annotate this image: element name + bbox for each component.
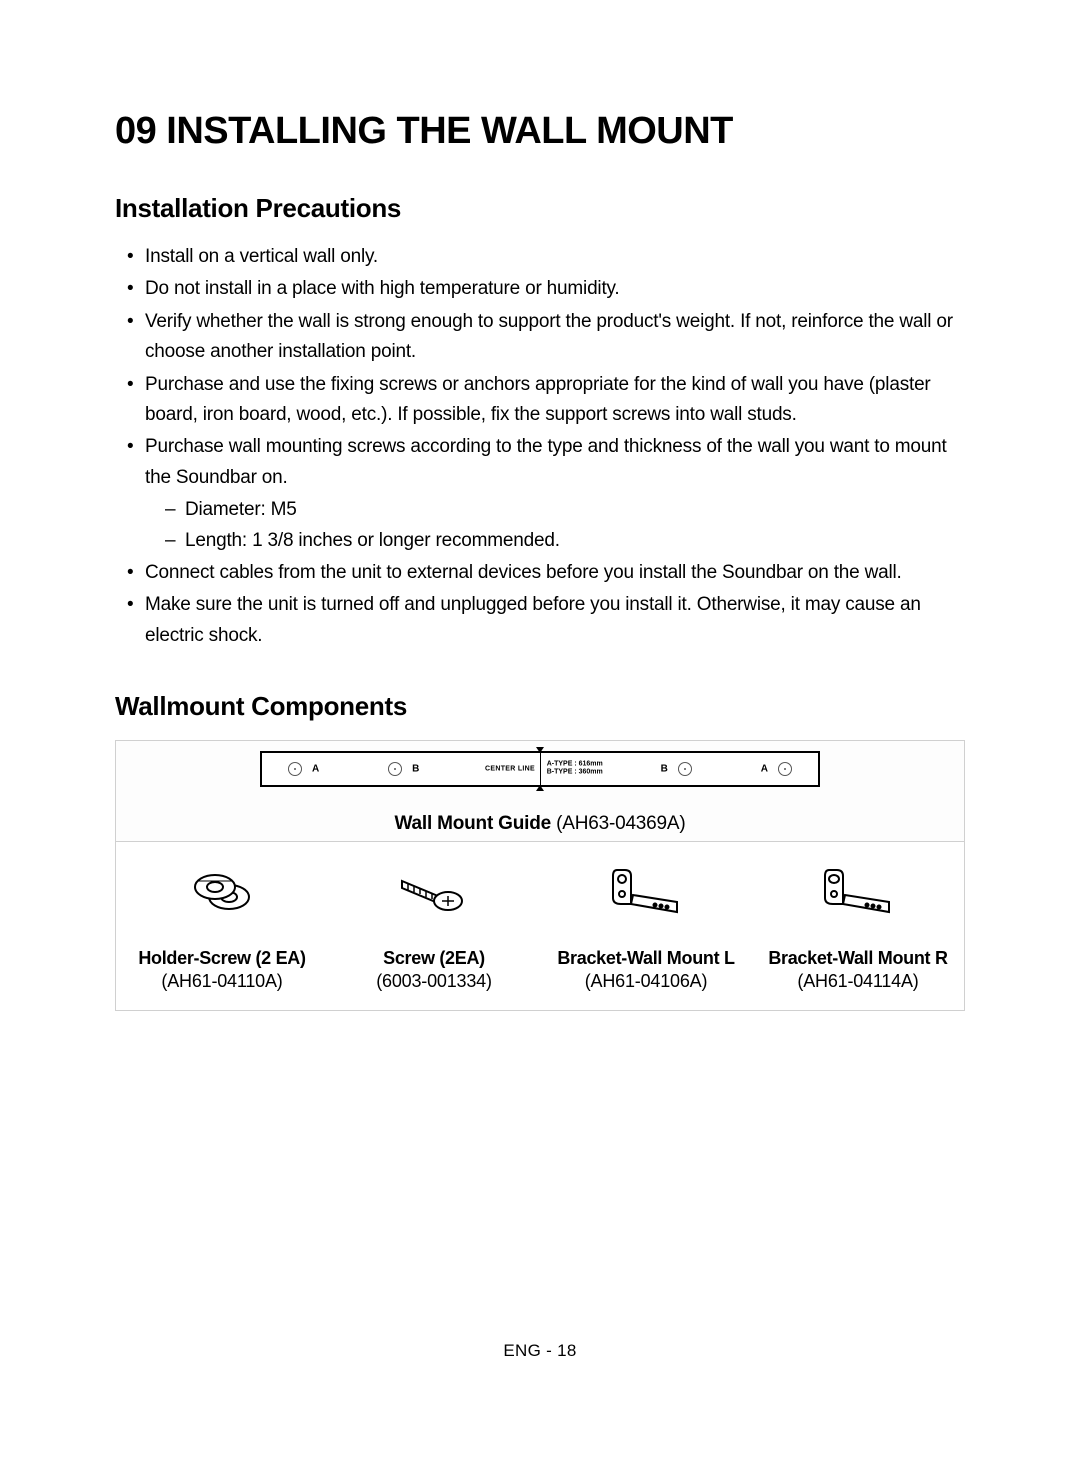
guide-mark-b-right: B xyxy=(661,764,668,775)
component-name: Screw (2EA) xyxy=(383,948,485,969)
precaution-item: Install on a vertical wall only. xyxy=(115,242,965,272)
precaution-subitem: Length: 1 3/8 inches or longer recommend… xyxy=(145,526,965,556)
component-name: Bracket-Wall Mount R xyxy=(768,948,947,969)
wall-mount-guide-box: A B CENTER LINE A-TYPE : 616mm B-TYPE : … xyxy=(115,740,965,842)
bracket-right-icon xyxy=(811,858,906,926)
component-part: (6003-001334) xyxy=(376,971,492,992)
component-screw: Screw (2EA) (6003-001334) xyxy=(328,842,540,1010)
component-part: (AH61-04106A) xyxy=(585,971,707,992)
component-part: (AH61-04114A) xyxy=(797,971,918,992)
component-bracket-r: Bracket-Wall Mount R (AH61-04114A) xyxy=(752,842,964,1010)
guide-type-text: A-TYPE : 616mm B-TYPE : 360mm xyxy=(547,761,603,778)
components-row: Holder-Screw (2 EA) (AH61-04110A) Screw … xyxy=(115,842,965,1011)
guide-caption: Wall Mount Guide (AH63-04369A) xyxy=(116,813,964,835)
precautions-list: Install on a vertical wall only. Do not … xyxy=(115,242,965,651)
guide-center-label: CENTER LINE xyxy=(485,766,535,773)
precaution-item: Verify whether the wall is strong enough… xyxy=(115,307,965,368)
bracket-left-icon xyxy=(599,858,694,926)
component-name: Bracket-Wall Mount L xyxy=(557,948,734,969)
precaution-subitem: Diameter: M5 xyxy=(145,495,965,525)
guide-bar-wrap: A B CENTER LINE A-TYPE : 616mm B-TYPE : … xyxy=(116,751,964,787)
component-name: Holder-Screw (2 EA) xyxy=(138,948,305,969)
guide-mark-a-left: A xyxy=(312,764,319,775)
precaution-item: Do not install in a place with high temp… xyxy=(115,274,965,304)
section-number: 09 xyxy=(115,110,156,152)
precaution-item: Connect cables from the unit to external… xyxy=(115,558,965,588)
screw-icon xyxy=(394,858,474,926)
precautions-heading: Installation Precautions xyxy=(115,193,965,224)
precaution-item: Purchase wall mounting screws according … xyxy=(115,432,965,556)
section-title-text: INSTALLING THE WALL MOUNT xyxy=(166,110,733,152)
component-part: (AH61-04110A) xyxy=(161,971,282,992)
manual-page: 09INSTALLING THE WALL MOUNT Installation… xyxy=(0,0,1080,1421)
precaution-item: Purchase and use the fixing screws or an… xyxy=(115,370,965,431)
guide-mark-a-right: A xyxy=(761,764,768,775)
holder-screw-icon xyxy=(187,858,257,926)
precaution-item: Make sure the unit is turned off and unp… xyxy=(115,590,965,651)
guide-mark-b-left: B xyxy=(412,764,419,775)
components-heading: Wallmount Components xyxy=(115,691,965,722)
page-footer: ENG - 18 xyxy=(115,1341,965,1361)
section-title: 09INSTALLING THE WALL MOUNT xyxy=(115,110,965,153)
component-bracket-l: Bracket-Wall Mount L (AH61-04106A) xyxy=(540,842,752,1010)
precaution-sublist: Diameter: M5 Length: 1 3/8 inches or lon… xyxy=(145,495,965,556)
wall-mount-guide-diagram: A B CENTER LINE A-TYPE : 616mm B-TYPE : … xyxy=(260,751,820,787)
component-holder-screw: Holder-Screw (2 EA) (AH61-04110A) xyxy=(116,842,328,1010)
